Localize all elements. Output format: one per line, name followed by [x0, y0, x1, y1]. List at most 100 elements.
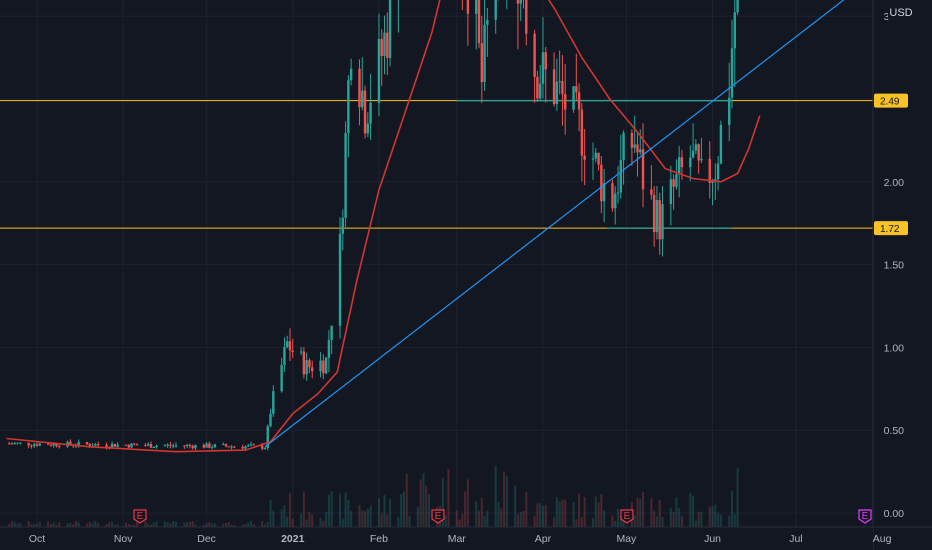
currency-label[interactable]: USD [888, 5, 914, 20]
volume-bar [305, 519, 308, 527]
volume-bar [364, 511, 367, 527]
candle-body [69, 441, 72, 445]
candle-body [30, 445, 33, 447]
earnings-marker[interactable]: E [620, 509, 634, 524]
horizontal-levels [0, 100, 873, 229]
candle-body [672, 179, 675, 187]
candle-body [55, 443, 58, 447]
volume-bar [447, 468, 450, 527]
time-tick-label: Oct [29, 533, 45, 545]
volume-bar [269, 499, 272, 527]
candle-body [247, 445, 250, 447]
candle-body [363, 90, 367, 134]
time-tick-label: Mar [448, 533, 467, 545]
earnings-marker-label: E [137, 511, 144, 522]
candle-body [280, 364, 283, 392]
candle-body [241, 446, 244, 449]
candle-body [558, 81, 561, 83]
volume-bar [717, 513, 720, 527]
level-tag-label: 2.49 [880, 97, 900, 108]
volume-bar [464, 491, 467, 527]
volume-bar [622, 518, 625, 527]
candle-body [155, 445, 158, 448]
time-axis-panel[interactable] [0, 527, 873, 550]
earnings-marker[interactable]: E [431, 509, 445, 524]
volume-bar [480, 497, 483, 527]
candle-body [572, 86, 575, 110]
volume-bar [339, 493, 342, 527]
candle-body [516, 0, 520, 4]
volume-bar [213, 523, 216, 527]
volume-bar [186, 521, 189, 527]
price-tags: 3.2903:22:193.272.491.72 [874, 93, 908, 236]
volume-bar [325, 511, 328, 527]
candle-body [166, 444, 169, 446]
candle-body [708, 158, 711, 183]
volume-bar [617, 508, 620, 527]
candle-body [210, 447, 214, 449]
candle-body [133, 443, 136, 445]
volume-bar [544, 505, 547, 527]
candle-body [58, 446, 61, 448]
volume-bar [27, 521, 30, 527]
candle-body [525, 0, 528, 34]
volume-bar [380, 513, 383, 527]
time-tick-label: Jun [704, 533, 721, 545]
volume-bar [136, 521, 139, 527]
candle-body [594, 152, 597, 159]
candle-body [388, 0, 392, 58]
volume-bar [105, 523, 108, 527]
candle-body [124, 444, 128, 446]
candle-body [249, 444, 253, 446]
volume-bar [386, 514, 389, 527]
volume-bar [692, 496, 695, 527]
candle-body [244, 446, 247, 449]
volume-bar [38, 521, 41, 527]
earnings-marker[interactable]: E [133, 509, 147, 524]
volume-bar [283, 505, 286, 527]
candle-body [661, 204, 664, 240]
candle-body [88, 444, 92, 447]
candle-body [288, 341, 292, 351]
candle-body [213, 444, 217, 448]
volume-bar [208, 522, 211, 527]
volume-bar [525, 491, 528, 527]
volume-bar [13, 521, 16, 527]
volume-bar [86, 523, 89, 527]
candle-body [736, 0, 739, 13]
volume-bar [483, 515, 486, 527]
volume-bar [422, 473, 425, 527]
volume-bar [466, 479, 469, 527]
level-price-tag[interactable]: 1.72 [874, 221, 908, 236]
volume-bar [8, 524, 11, 527]
time-tick-label: Aug [873, 533, 892, 545]
volume-bar [222, 524, 225, 527]
volume-bar [347, 499, 350, 527]
volume-bar [669, 508, 672, 527]
level-price-tag[interactable]: 2.49 [874, 93, 908, 108]
volume-bar [127, 523, 130, 527]
volume-bar [600, 493, 603, 527]
earnings-marker-shape [858, 509, 872, 524]
candle-body [366, 123, 370, 134]
volume-bar [47, 521, 50, 527]
candle-body [519, 0, 522, 4]
candle-body [602, 183, 606, 202]
volume-bar [227, 522, 230, 527]
svg-text:USD: USD [889, 7, 912, 19]
earnings-marker[interactable]: E [858, 509, 872, 524]
time-axis-ticks: Oct Nov Dec 2021 Feb Mar Apr May Jun Jul Aug [29, 533, 892, 545]
candle-body [330, 325, 333, 340]
candle-body [77, 442, 80, 446]
volume-bar [497, 502, 500, 527]
volume-bar [261, 521, 264, 527]
price-axis-panel[interactable] [873, 0, 932, 550]
candle-body [639, 149, 642, 153]
volume-bar [124, 523, 127, 527]
candle-body [183, 445, 186, 447]
volume-bar [97, 523, 100, 527]
candle-body [677, 157, 681, 175]
volume-bar [241, 524, 244, 527]
